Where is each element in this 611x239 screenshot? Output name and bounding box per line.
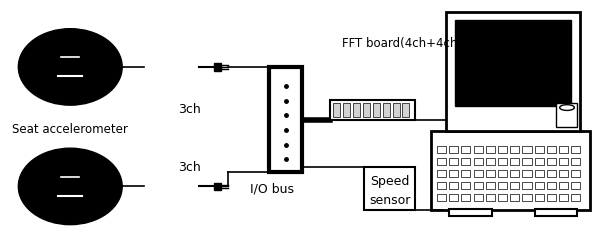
Bar [455,20,571,106]
Bar [510,182,519,189]
Bar [522,146,532,153]
Bar [559,146,568,153]
Bar [535,194,544,201]
Bar [571,146,580,153]
Bar [547,170,556,177]
Circle shape [560,105,574,110]
Bar [556,103,577,127]
Bar [449,146,458,153]
Bar [214,63,221,71]
Bar [486,170,495,177]
Ellipse shape [18,148,122,225]
Bar [474,182,483,189]
Bar [498,194,507,201]
Bar [393,103,400,117]
Bar [547,146,556,153]
Bar [333,103,340,117]
Bar [547,194,556,201]
Bar [559,194,568,201]
Bar [486,194,495,201]
Text: 3ch: 3ch [178,103,201,116]
Bar [353,103,360,117]
Bar [461,158,470,165]
Text: sensor: sensor [369,194,410,207]
Bar [486,146,495,153]
Bar [403,103,409,117]
Bar [571,158,580,165]
Bar [510,158,519,165]
Bar [547,158,556,165]
Text: Seat accelerometer: Seat accelerometer [12,123,128,136]
Bar [535,182,544,189]
Bar [522,194,532,201]
Bar [449,158,458,165]
Bar [571,194,580,201]
Bar [437,146,446,153]
Bar [522,158,532,165]
Text: Speed: Speed [370,175,409,188]
Bar [214,183,221,190]
Bar [535,209,577,216]
Bar [474,146,483,153]
Bar [486,182,495,189]
Bar [510,170,519,177]
Bar [431,131,590,210]
Bar [343,103,350,117]
Bar [437,182,446,189]
Bar [535,170,544,177]
Bar [449,182,458,189]
Bar [382,103,390,117]
Bar [449,194,458,201]
Bar [446,12,580,131]
Bar [498,170,507,177]
Bar [330,100,415,120]
Bar [437,170,446,177]
Bar [559,182,568,189]
Bar [474,170,483,177]
Bar [269,67,302,172]
Bar [437,158,446,165]
Bar [547,182,556,189]
Text: I/O bus: I/O bus [250,182,294,195]
Bar [559,170,568,177]
Bar [559,158,568,165]
Bar [449,170,458,177]
Bar [461,146,470,153]
Text: 3ch: 3ch [178,161,201,174]
Bar [461,170,470,177]
Bar [461,182,470,189]
Bar [571,170,580,177]
Bar [510,146,519,153]
Bar [461,194,470,201]
Bar [486,158,495,165]
Bar [522,170,532,177]
Bar [373,103,379,117]
Bar [510,194,519,201]
Bar [535,158,544,165]
Bar [571,182,580,189]
Bar [449,209,492,216]
Bar [474,194,483,201]
Ellipse shape [18,29,122,105]
Bar [498,182,507,189]
Bar [364,167,415,210]
Bar [522,182,532,189]
Bar [498,146,507,153]
Text: FFT board(4ch+4ch): FFT board(4ch+4ch) [342,37,462,49]
Bar [363,103,370,117]
Bar [437,194,446,201]
Bar [498,158,507,165]
Bar [474,158,483,165]
Bar [535,146,544,153]
